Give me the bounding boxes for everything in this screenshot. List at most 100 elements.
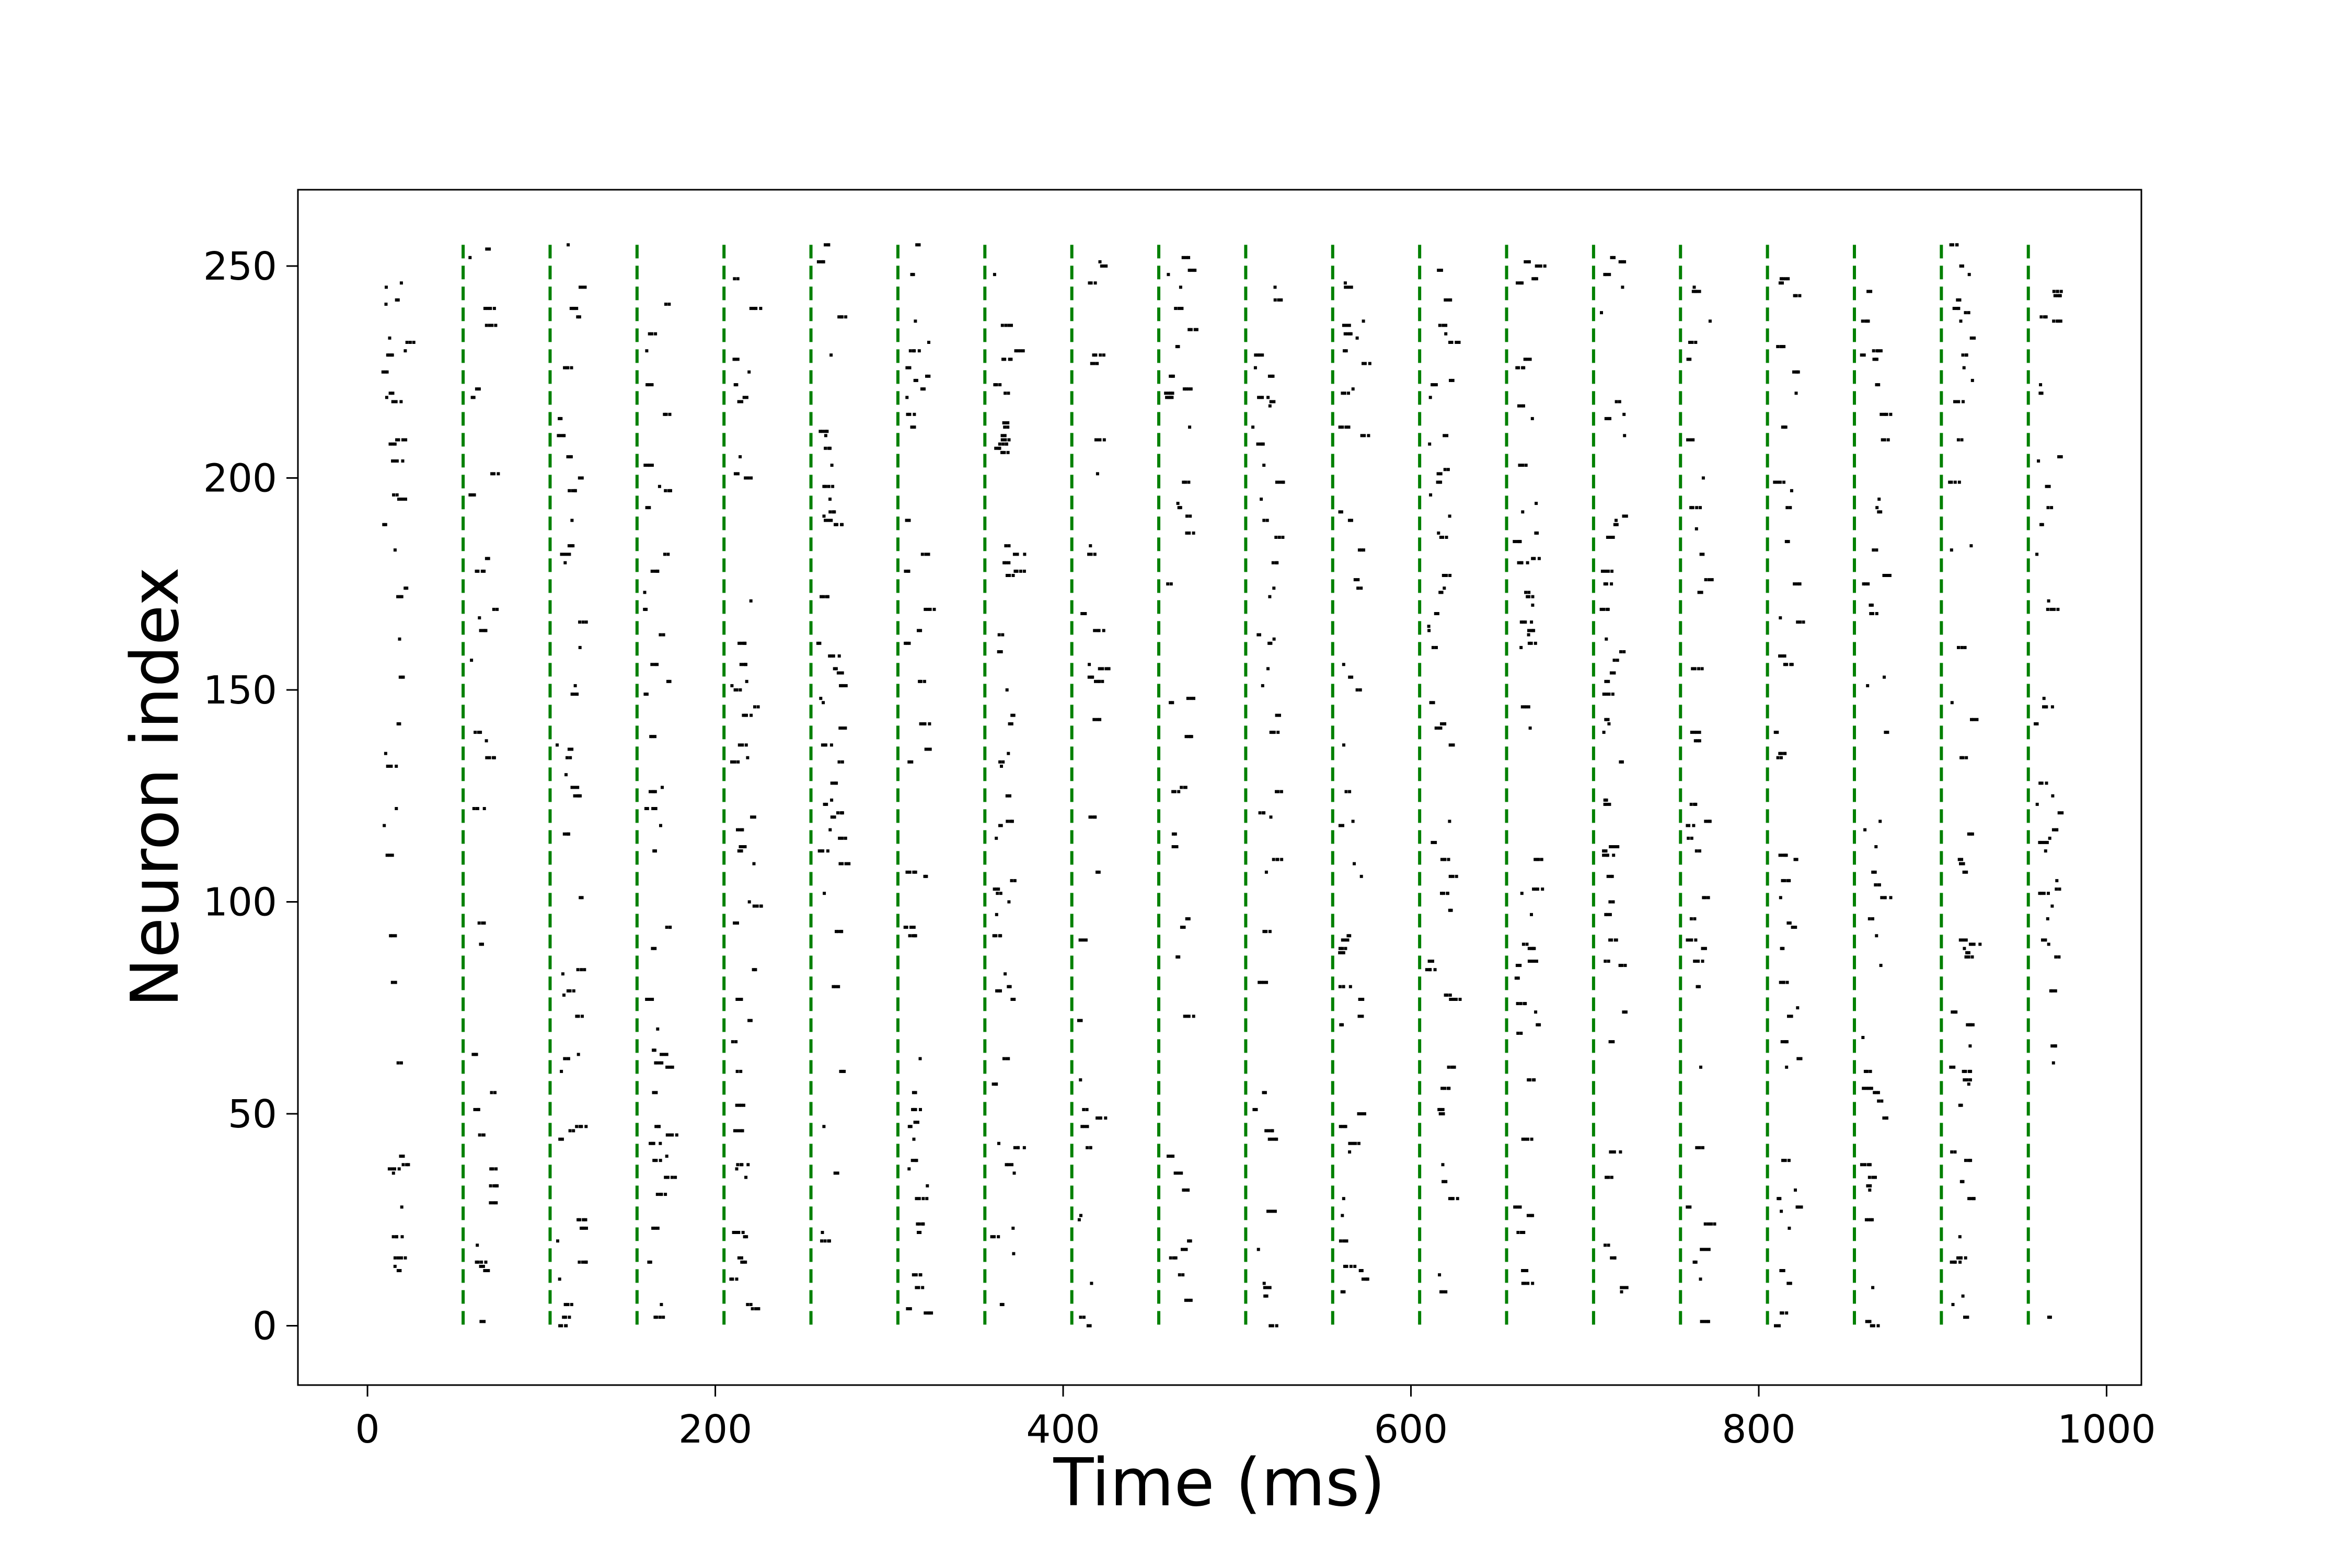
spike-point [1094, 679, 1097, 683]
spike-point [668, 1065, 672, 1069]
spike-point [1610, 938, 1613, 942]
spike-point [1698, 731, 1701, 734]
spike-point [1605, 798, 1608, 802]
spike-point [1007, 752, 1010, 755]
spike-point [1794, 391, 1798, 395]
spike-point [733, 1129, 736, 1133]
spike-point [2051, 828, 2055, 832]
spike-point [1529, 641, 1533, 645]
spike-point [566, 756, 569, 759]
spike-point [1006, 425, 1010, 429]
spike-point [1340, 1290, 1344, 1294]
spike-point [915, 1286, 918, 1289]
spike-point [753, 815, 756, 819]
spike-point [1260, 498, 1263, 501]
spike-point [1513, 1205, 1517, 1209]
spike-point [1442, 324, 1445, 327]
spike-point [648, 998, 651, 1001]
spike-point [1341, 938, 1344, 942]
spike-point [1096, 1116, 1099, 1120]
spike-point [1171, 374, 1175, 378]
spike-point [2035, 722, 2039, 725]
spike-point [564, 1324, 568, 1328]
spike-point [1612, 256, 1616, 259]
spike-point [1961, 353, 1965, 357]
spike-point [1613, 523, 1617, 526]
spike-point [658, 1061, 662, 1065]
spike-point [393, 442, 397, 446]
spike-point [1874, 1175, 1877, 1179]
spike-point [1276, 858, 1279, 861]
spike-point [826, 518, 830, 522]
spike-point [1357, 548, 1361, 552]
spike-point [1436, 472, 1440, 476]
spike-point [651, 947, 654, 950]
spike-point [1358, 1269, 1362, 1272]
spike-point [1181, 1248, 1184, 1251]
spike-point [1532, 1078, 1536, 1082]
spike-point [1871, 1175, 1875, 1179]
spike-point [1515, 964, 1519, 967]
spike-point [566, 1302, 570, 1306]
spike-point [736, 1163, 740, 1167]
spike-point [669, 489, 672, 492]
spike-point [1339, 1239, 1342, 1243]
spike-point [1603, 273, 1607, 276]
spike-point [584, 1218, 587, 1221]
spike-point [1270, 1137, 1274, 1141]
spike-point [1699, 1277, 1702, 1281]
spike-point [652, 1159, 656, 1162]
spike-point [1871, 1218, 1874, 1221]
spike-point [1171, 391, 1174, 395]
spike-point [998, 446, 1001, 450]
spike-point [844, 862, 848, 866]
spike-point [1262, 464, 1266, 467]
spike-point [1186, 735, 1190, 739]
spike-point [578, 315, 581, 319]
spike-point [833, 1171, 837, 1175]
spike-point [1790, 663, 1794, 666]
spike-point [1699, 506, 1702, 510]
spike-point [659, 1142, 662, 1145]
spike-point [1183, 1188, 1187, 1192]
spike-point [659, 824, 662, 827]
spike-point [1276, 790, 1280, 793]
spike-point [1338, 425, 1342, 429]
spike-point [485, 756, 489, 759]
spike-point [650, 383, 654, 387]
spike-point [560, 1069, 563, 1073]
spike-point [740, 1163, 744, 1167]
spike-point [654, 849, 657, 853]
spike-point [1949, 243, 1953, 247]
spike-point [1776, 756, 1780, 759]
spike-point [2045, 840, 2049, 844]
spike-point [1625, 1286, 1629, 1289]
spike-point [835, 523, 838, 526]
x-tick-label: 800 [1722, 1407, 1795, 1452]
spike-point [917, 1231, 920, 1234]
spike-point [1012, 998, 1016, 1001]
spike-point [478, 1133, 481, 1137]
spike-point [825, 802, 828, 806]
spike-point [1688, 341, 1691, 344]
spike-point [2047, 942, 2050, 946]
spike-point [1271, 561, 1275, 564]
spike-point [1524, 260, 1527, 263]
spike-point [1524, 1002, 1527, 1006]
spike-point [395, 1235, 398, 1239]
spike-point [1780, 1040, 1784, 1044]
spike-point [1251, 425, 1255, 429]
spike-point [824, 243, 827, 247]
spike-point [1438, 1112, 1442, 1115]
spike-point [1960, 645, 1964, 649]
spike-point [928, 747, 932, 751]
spike-point [568, 1316, 571, 1319]
spike-point [560, 552, 563, 556]
spike-point [737, 1103, 741, 1107]
spike-point [743, 641, 746, 645]
spike-point [1353, 1264, 1357, 1268]
spike-point [1442, 1112, 1445, 1115]
spike-point [745, 713, 748, 717]
spike-point [1781, 281, 1784, 285]
spike-point [492, 756, 496, 759]
